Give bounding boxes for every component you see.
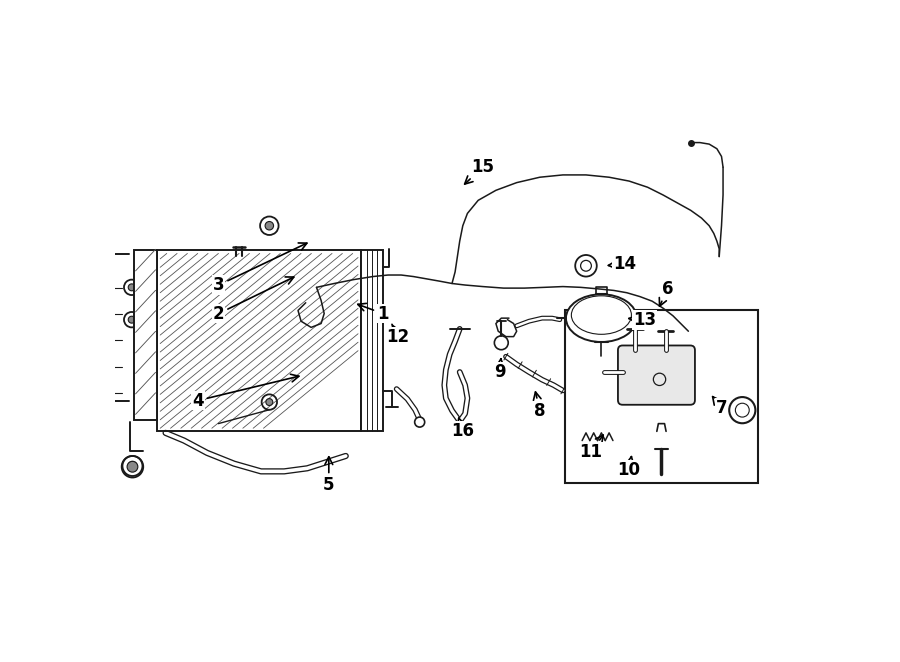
Circle shape bbox=[266, 399, 273, 406]
Text: 3: 3 bbox=[213, 243, 307, 294]
Circle shape bbox=[128, 284, 135, 291]
Circle shape bbox=[415, 417, 425, 427]
Circle shape bbox=[127, 461, 138, 472]
Text: 9: 9 bbox=[494, 359, 506, 381]
Text: 15: 15 bbox=[464, 158, 494, 184]
Ellipse shape bbox=[566, 295, 637, 342]
Text: 16: 16 bbox=[451, 418, 474, 440]
Circle shape bbox=[729, 397, 755, 423]
Text: 12: 12 bbox=[386, 324, 410, 346]
Text: 14: 14 bbox=[608, 256, 636, 273]
Bar bbox=[361, 250, 382, 432]
Bar bbox=[134, 250, 158, 420]
Text: 4: 4 bbox=[192, 374, 299, 410]
Text: 6: 6 bbox=[660, 280, 673, 307]
Bar bbox=[565, 310, 758, 483]
Text: 1: 1 bbox=[358, 303, 389, 322]
Text: 11: 11 bbox=[579, 435, 603, 461]
Text: 8: 8 bbox=[534, 392, 545, 420]
FancyBboxPatch shape bbox=[618, 346, 695, 404]
Circle shape bbox=[266, 222, 274, 230]
Text: 7: 7 bbox=[713, 397, 727, 417]
Circle shape bbox=[128, 316, 135, 323]
Bar bbox=[158, 250, 361, 432]
Text: 2: 2 bbox=[213, 277, 293, 322]
Circle shape bbox=[575, 255, 597, 277]
Circle shape bbox=[494, 336, 508, 350]
Text: 5: 5 bbox=[323, 457, 335, 495]
Circle shape bbox=[128, 461, 137, 471]
Text: 10: 10 bbox=[617, 457, 641, 479]
Text: 13: 13 bbox=[629, 310, 656, 328]
